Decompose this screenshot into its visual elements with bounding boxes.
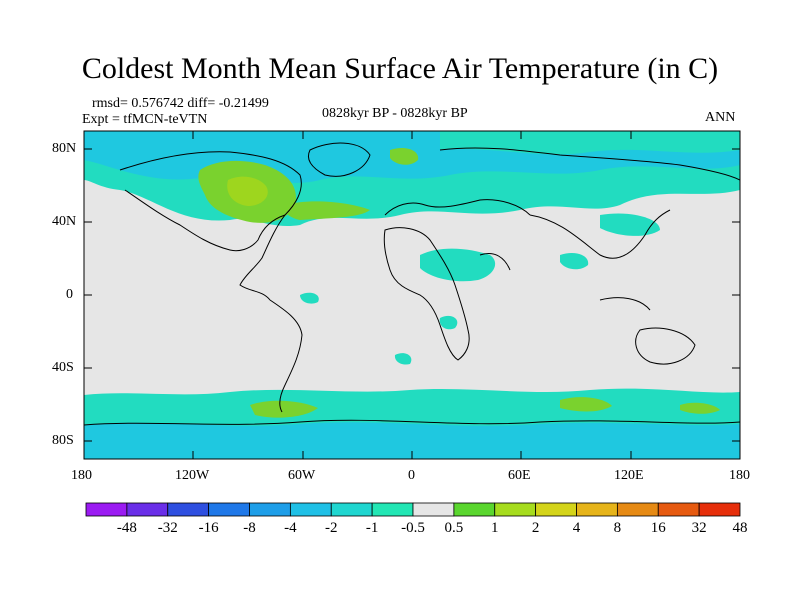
y-tick-40s: 40S	[52, 360, 74, 375]
experiment-label: Expt = tfMCN-teVTN	[82, 112, 208, 127]
colorbar-label: -1	[365, 520, 379, 536]
colorbar-label: -0.5	[401, 520, 425, 536]
y-tick-80s: 80S	[52, 433, 74, 448]
colorbar-swatch	[126, 502, 169, 517]
colorbar-label: -4	[284, 520, 297, 536]
map-title: Coldest Month Mean Surface Air Temperatu…	[81, 52, 719, 85]
temperature-field	[84, 131, 740, 459]
colorbar-label: 8	[613, 520, 622, 536]
stats-label: rmsd= 0.576742 diff= -0.21499	[92, 96, 269, 111]
colorbar-label: -8	[243, 520, 256, 536]
x-tick-180w: 180	[71, 468, 92, 483]
x-tick-60e: 60E	[508, 468, 531, 483]
colorbar-swatch	[453, 502, 496, 517]
colorbar-swatch	[85, 502, 128, 517]
colorbar-label: 1	[491, 520, 499, 536]
y-axis-ticks	[84, 148, 740, 442]
x-tick-60w: 60W	[288, 468, 316, 483]
y-tick-40n: 40N	[52, 214, 77, 229]
colorbar-swatch	[698, 502, 741, 517]
colorbar-swatch	[657, 502, 700, 517]
colorbar-swatch	[535, 502, 577, 517]
colorbar-swatch	[249, 502, 291, 517]
y-tick-0: 0	[66, 287, 73, 302]
colorbar-label: 48	[732, 520, 748, 536]
colorbar-label: -2	[325, 520, 338, 536]
colorbar-label: -48	[116, 520, 137, 536]
y-tick-80n: 80N	[52, 141, 77, 156]
colorbar-label: -16	[198, 520, 219, 536]
colorbar	[85, 502, 741, 517]
colorbar-swatch	[371, 502, 414, 517]
season-label: ANN	[705, 110, 736, 125]
colorbar-label: 2	[531, 520, 540, 536]
colorbar-label: -32	[157, 520, 178, 536]
colorbar-label: 16	[650, 520, 666, 536]
colorbar-swatch	[289, 502, 332, 517]
colorbar-swatch	[330, 502, 373, 517]
x-tick-180e: 180	[729, 468, 750, 483]
colorbar-label: 4	[572, 520, 581, 536]
x-tick-0: 0	[408, 468, 415, 483]
colorbar-swatch	[576, 502, 618, 517]
x-tick-120e: 120E	[614, 468, 644, 483]
colorbar-swatch	[208, 502, 250, 517]
colorbar-label: 32	[691, 520, 707, 536]
x-axis-ticks	[192, 131, 632, 459]
coastlines	[84, 142, 740, 426]
colorbar-swatch	[167, 502, 210, 517]
colorbar-swatch	[412, 502, 455, 517]
colorbar-label: 0.5	[444, 520, 464, 536]
x-tick-120w: 120W	[175, 468, 210, 483]
colorbar-swatch	[616, 502, 659, 517]
colorbar-swatch	[494, 502, 537, 517]
period-label: 0828kyr BP - 0828kyr BP	[322, 106, 468, 121]
